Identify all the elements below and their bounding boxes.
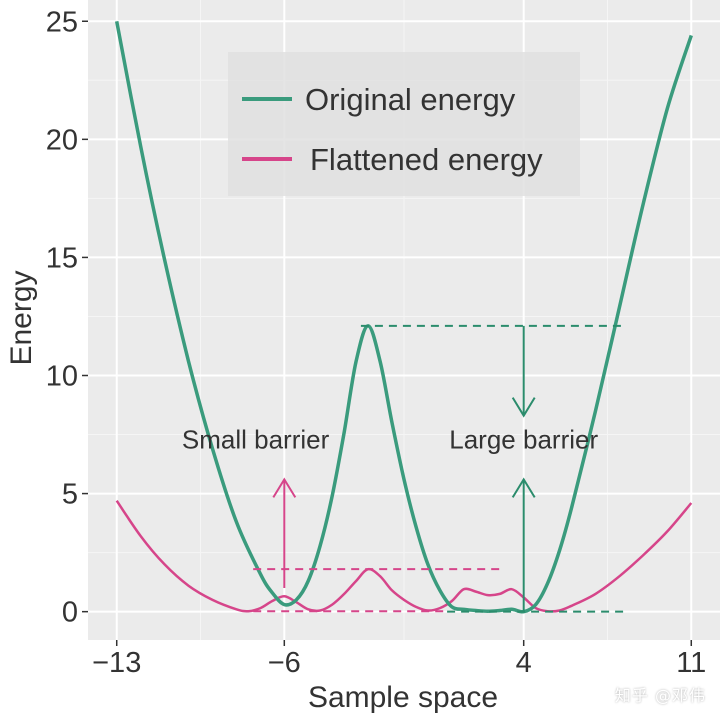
x-tick-label: −6 [268,647,301,679]
y-tick-label: 0 [62,597,78,629]
y-tick-label: 5 [62,479,78,511]
annotation-layer: Small barrier Large barrier [182,324,625,613]
legend-background [228,52,580,196]
y-tick-label: 20 [46,124,78,156]
large-barrier-label: Large barrier [449,425,598,455]
legend-label-flattened: Flattened energy [310,142,543,177]
series-layer [114,20,693,614]
series-line-original [114,20,693,614]
watermark: 知乎 @邓伟 [614,686,706,705]
large-barrier-down-arrow-head [511,397,536,418]
series-line-flattened [115,499,693,613]
x-tick-label: 4 [516,647,532,679]
legend: Original energy Flattened energy [228,52,580,196]
y-tick-label: 15 [46,242,78,274]
y-tick-label: 25 [46,6,78,38]
y-axis-title: Energy [5,270,38,365]
large-barrier-up-arrow-head [511,477,536,498]
x-tick-label: 11 [676,647,706,679]
small-barrier-label: Small barrier [182,425,330,455]
x-axis-title: Sample space [308,681,498,714]
x-tick-label: −13 [92,647,141,679]
small-barrier-arrow-head [272,477,297,498]
y-tick-label: 10 [46,360,78,392]
legend-label-original: Original energy [305,82,516,117]
